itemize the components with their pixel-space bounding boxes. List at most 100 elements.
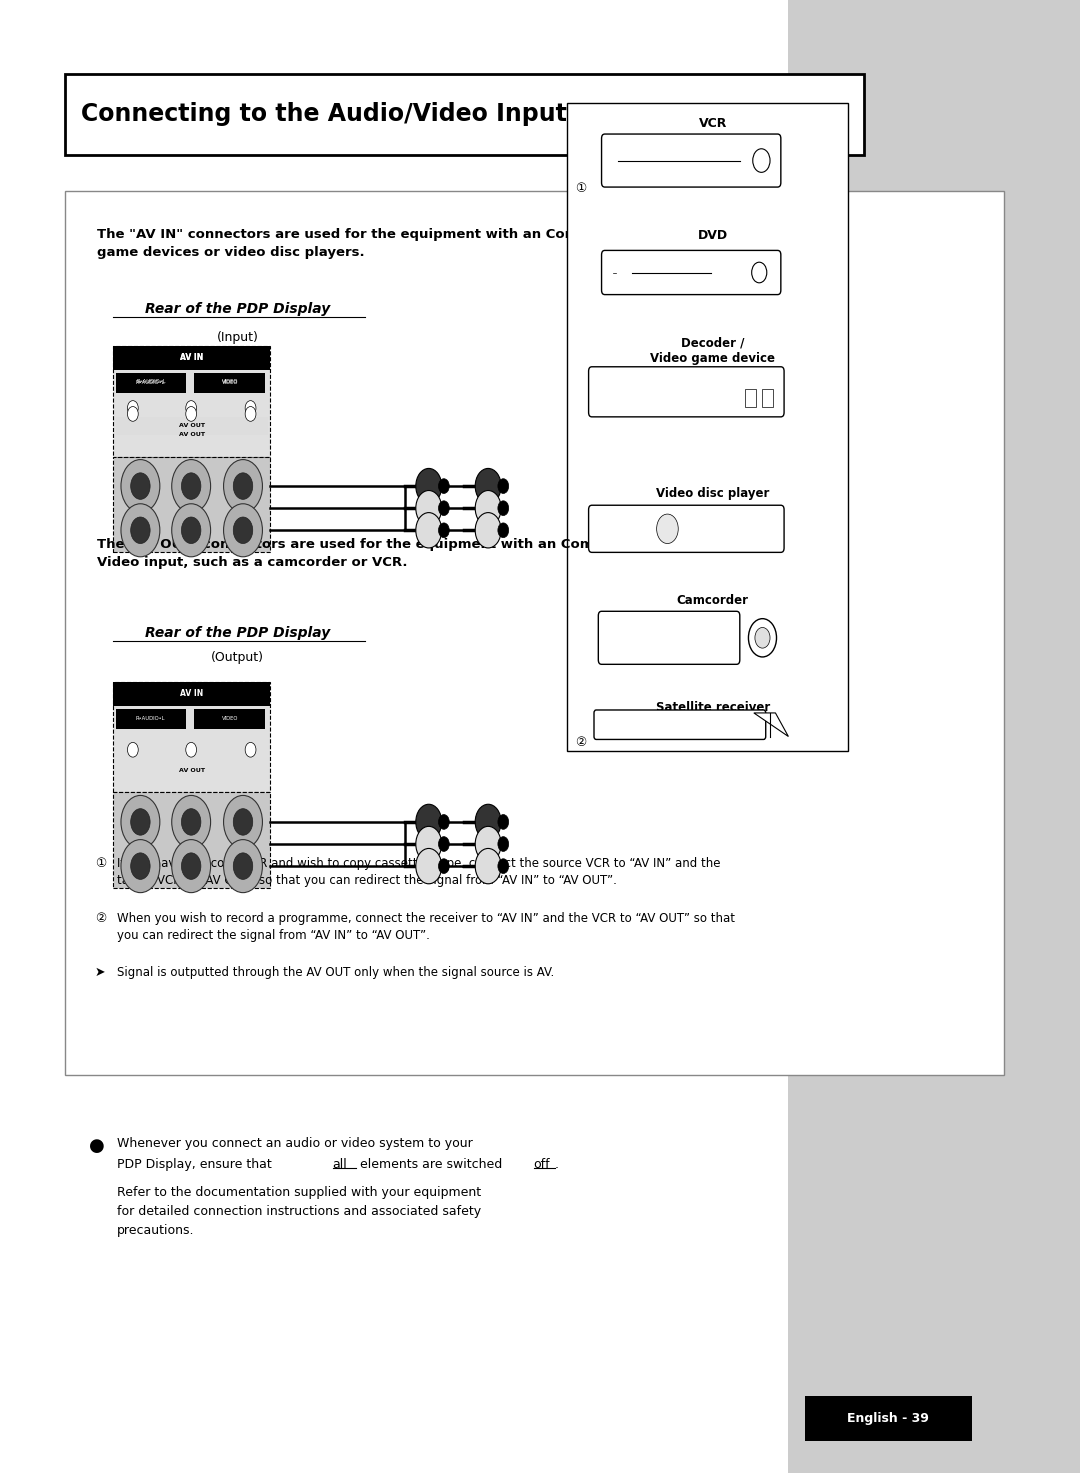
Circle shape <box>245 742 256 757</box>
Circle shape <box>752 262 767 283</box>
Circle shape <box>475 826 501 862</box>
Text: AV IN: AV IN <box>180 689 203 698</box>
Bar <box>116 373 186 390</box>
Circle shape <box>475 468 501 504</box>
Circle shape <box>475 513 501 548</box>
Text: Signal is outputted through the AV OUT only when the signal source is AV.: Signal is outputted through the AV OUT o… <box>117 966 554 980</box>
Text: ①: ① <box>576 183 586 194</box>
Text: ➤: ➤ <box>95 966 106 980</box>
Circle shape <box>245 401 256 415</box>
Circle shape <box>475 848 501 884</box>
Circle shape <box>181 809 201 835</box>
Circle shape <box>127 407 138 421</box>
Circle shape <box>498 837 509 851</box>
Bar <box>194 709 265 729</box>
FancyBboxPatch shape <box>113 346 270 457</box>
Text: R•AUDIO•L: R•AUDIO•L <box>136 379 166 384</box>
FancyBboxPatch shape <box>567 103 848 751</box>
Bar <box>0 0 788 1473</box>
Bar <box>113 682 270 706</box>
FancyBboxPatch shape <box>65 74 864 155</box>
Text: Camcorder: Camcorder <box>677 595 748 607</box>
FancyBboxPatch shape <box>113 792 270 888</box>
Circle shape <box>233 517 253 544</box>
Bar <box>113 346 270 370</box>
Circle shape <box>172 795 211 848</box>
Text: precautions.: precautions. <box>117 1224 194 1237</box>
Circle shape <box>224 460 262 513</box>
Text: Whenever you connect an audio or video system to your: Whenever you connect an audio or video s… <box>117 1137 472 1150</box>
Circle shape <box>416 513 442 548</box>
Text: AV IN: AV IN <box>180 354 203 362</box>
Circle shape <box>172 460 211 513</box>
Circle shape <box>416 491 442 526</box>
Polygon shape <box>754 713 788 736</box>
Text: (Output): (Output) <box>211 651 265 664</box>
Circle shape <box>438 501 449 516</box>
Text: R•AUDIO•L: R•AUDIO•L <box>135 716 165 722</box>
Text: The "AV IN" connectors are used for the equipment with an Composite Video output: The "AV IN" connectors are used for the … <box>97 228 838 259</box>
Text: The "AV OUT" connectors are used for the equipment with an Composite
Video input: The "AV OUT" connectors are used for the… <box>97 538 640 569</box>
Bar <box>116 373 186 393</box>
Circle shape <box>416 468 442 504</box>
Circle shape <box>498 859 509 873</box>
Text: Satellite receiver: Satellite receiver <box>656 701 770 713</box>
Bar <box>805 1396 972 1441</box>
Circle shape <box>181 517 201 544</box>
Circle shape <box>131 809 150 835</box>
Circle shape <box>233 473 253 499</box>
Circle shape <box>233 853 253 879</box>
Text: When you wish to record a programme, connect the receiver to “AV IN” and the VCR: When you wish to record a programme, con… <box>117 912 734 941</box>
FancyBboxPatch shape <box>113 682 270 792</box>
Circle shape <box>245 407 256 421</box>
Circle shape <box>475 491 501 526</box>
Text: VIDEO: VIDEO <box>221 716 239 722</box>
Text: Rear of the PDP Display: Rear of the PDP Display <box>145 626 330 641</box>
Circle shape <box>181 473 201 499</box>
Bar <box>116 417 268 435</box>
Circle shape <box>748 619 777 657</box>
Circle shape <box>121 504 160 557</box>
Circle shape <box>438 815 449 829</box>
Text: ②: ② <box>95 912 106 925</box>
Bar <box>113 346 270 370</box>
FancyBboxPatch shape <box>589 367 784 417</box>
Circle shape <box>186 401 197 415</box>
Text: off: off <box>534 1158 550 1171</box>
Circle shape <box>416 826 442 862</box>
Circle shape <box>475 804 501 840</box>
Text: AV OUT: AV OUT <box>178 767 205 773</box>
Circle shape <box>753 149 770 172</box>
Circle shape <box>498 815 509 829</box>
Text: elements are switched: elements are switched <box>356 1158 507 1171</box>
Bar <box>194 373 265 393</box>
Circle shape <box>755 627 770 648</box>
Circle shape <box>224 840 262 893</box>
Text: ●: ● <box>89 1137 105 1155</box>
Circle shape <box>438 859 449 873</box>
FancyBboxPatch shape <box>113 457 270 552</box>
Text: VIDEO: VIDEO <box>221 380 239 386</box>
Bar <box>778 0 1080 1473</box>
FancyBboxPatch shape <box>602 250 781 295</box>
Circle shape <box>498 479 509 493</box>
Text: (Input): (Input) <box>217 331 258 345</box>
Text: Video disc player: Video disc player <box>657 488 769 499</box>
Text: ②: ② <box>576 736 586 748</box>
Circle shape <box>498 523 509 538</box>
Circle shape <box>172 840 211 893</box>
Text: for detailed connection instructions and associated safety: for detailed connection instructions and… <box>117 1205 481 1218</box>
Bar <box>762 389 773 407</box>
FancyBboxPatch shape <box>589 505 784 552</box>
Circle shape <box>121 840 160 893</box>
Bar <box>194 373 265 390</box>
Text: AV OUT: AV OUT <box>178 423 205 429</box>
Text: VCR: VCR <box>699 118 727 130</box>
Circle shape <box>121 460 160 513</box>
Circle shape <box>131 853 150 879</box>
Circle shape <box>416 804 442 840</box>
Circle shape <box>438 837 449 851</box>
Circle shape <box>224 504 262 557</box>
Circle shape <box>127 742 138 757</box>
Text: AV IN: AV IN <box>180 354 203 362</box>
